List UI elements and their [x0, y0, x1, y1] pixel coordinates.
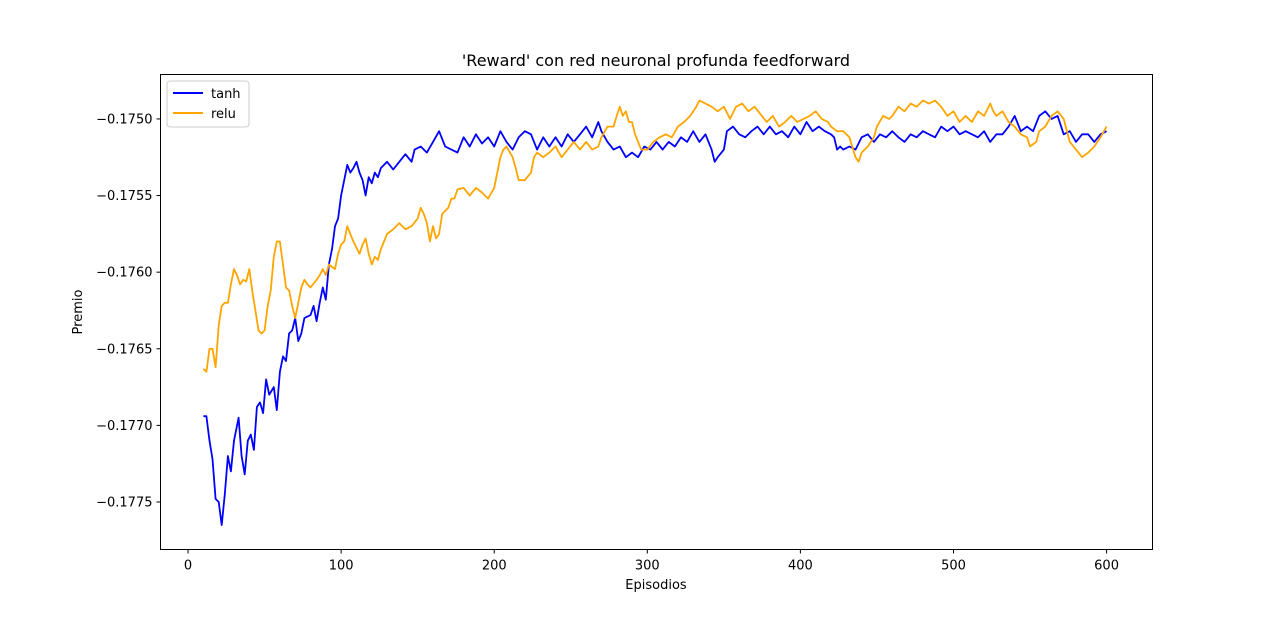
- x-tick-label: 0: [184, 559, 192, 574]
- y-tick-label: −0.1755: [96, 189, 152, 204]
- y-tick-label: −0.1775: [96, 496, 152, 511]
- legend-label-relu: relu: [211, 107, 236, 122]
- y-tick-label: −0.1750: [96, 112, 152, 127]
- series-line-relu: [202, 99, 1108, 373]
- x-tick-label: 400: [788, 559, 813, 574]
- x-tick-label: 600: [1094, 559, 1119, 574]
- chart-legend: tanh relu: [166, 80, 250, 128]
- legend-label-tanh: tanh: [211, 87, 241, 102]
- x-tick-label: 200: [482, 559, 507, 574]
- x-tick-label: 100: [329, 559, 354, 574]
- y-axis-ticks: −0.1775 −0.1770 −0.1765 −0.1760 −0.1755 −0.17…: [96, 112, 161, 511]
- plot-area-frame: [160, 74, 1153, 550]
- series-line-tanh: [203, 110, 1108, 526]
- chart-title: 'Reward' con red neuronal profunda feedf…: [462, 51, 850, 70]
- x-axis-label: Episodios: [625, 578, 687, 593]
- plot-lines: [202, 99, 1108, 526]
- y-axis-label: Premio: [71, 290, 86, 335]
- x-tick-label: 300: [635, 559, 660, 574]
- y-tick-label: −0.1765: [96, 342, 152, 357]
- x-tick-label: 500: [941, 559, 966, 574]
- y-tick-label: −0.1770: [96, 419, 152, 434]
- x-axis-ticks: 0 100 200 300 400 500 600: [184, 549, 1119, 574]
- y-tick-label: −0.1760: [96, 266, 152, 281]
